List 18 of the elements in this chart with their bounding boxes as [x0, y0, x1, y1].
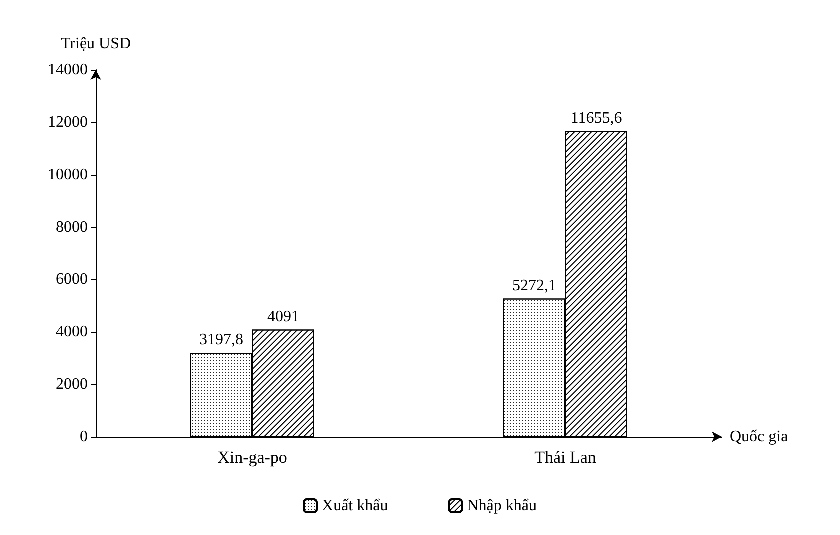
- data-label: 3197,8: [200, 332, 244, 349]
- x-axis-title: Quốc gia: [730, 428, 788, 446]
- y-tick-label: 0: [80, 428, 88, 446]
- x-tick-label: Thái Lan: [534, 448, 597, 467]
- legend-label: Xuất khẩu: [322, 498, 388, 514]
- y-tick-label: 14000: [48, 62, 88, 78]
- data-label: 11655,6: [570, 110, 622, 127]
- y-tick-label: 4000: [56, 324, 88, 341]
- legend-label: Nhập khẩu: [467, 498, 537, 514]
- y-tick-label: 6000: [56, 271, 88, 288]
- y-axis-title: Triệu USD: [60, 36, 132, 52]
- data-label: 5272,1: [512, 277, 556, 294]
- y-tick-label: 2000: [56, 376, 88, 394]
- y-tick-label: 10000: [48, 166, 88, 184]
- data-label: 4091: [268, 308, 300, 326]
- y-tick-label: 12000: [48, 114, 88, 131]
- y-tick-label: 8000: [56, 218, 88, 236]
- x-tick-label: Xin-ga-po: [218, 448, 288, 467]
